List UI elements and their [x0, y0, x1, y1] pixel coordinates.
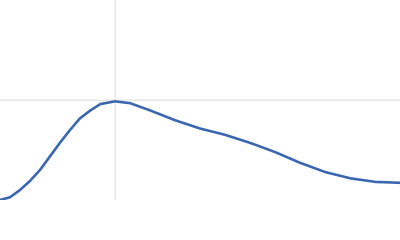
data-line [0, 100, 400, 200]
chart [0, 0, 400, 200]
